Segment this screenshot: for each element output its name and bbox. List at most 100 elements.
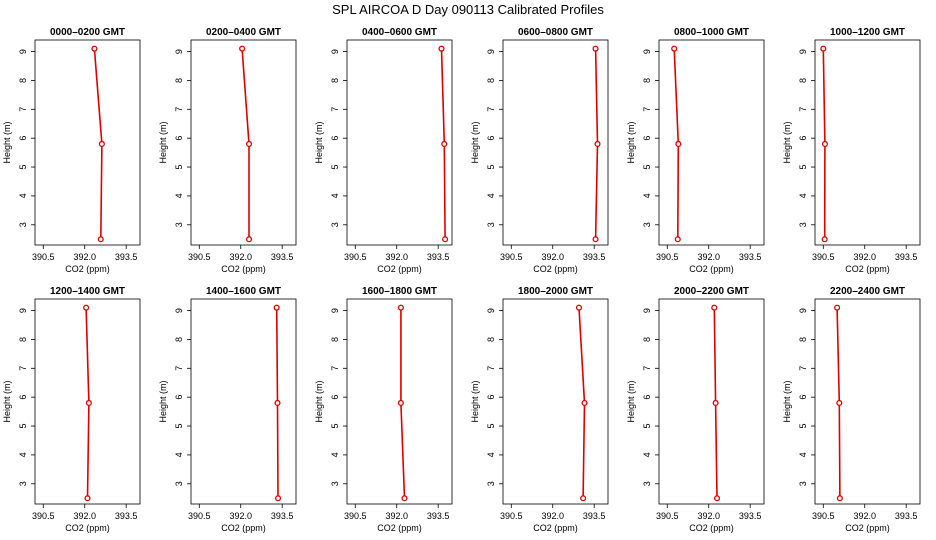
plot-frame <box>346 39 453 246</box>
y-tick-label: 5 <box>174 424 184 429</box>
y-tick-label: 7 <box>174 107 184 112</box>
y-tick-label: 7 <box>330 107 340 112</box>
y-tick-label: 7 <box>486 107 496 112</box>
y-tick-label: 6 <box>174 136 184 141</box>
data-point <box>397 304 404 311</box>
y-tick-label: 4 <box>18 452 28 457</box>
data-point <box>274 399 281 406</box>
plot-frame <box>814 39 921 246</box>
y-tick-label: 3 <box>798 481 808 486</box>
panel-11: 2000–2200 GMT 390.5 392.0 393.5 3 4 5 6 7 8 9 CO2 (… <box>626 286 765 533</box>
plot-frame <box>502 39 609 246</box>
y-tick-label: 9 <box>174 49 184 54</box>
y-tick-label: 8 <box>18 337 28 342</box>
y-tick-label: 7 <box>486 366 496 371</box>
data-point <box>580 495 587 502</box>
data-point <box>594 140 601 147</box>
y-tick-label: 8 <box>798 78 808 83</box>
plot-frame <box>346 298 453 505</box>
y-tick-label: 8 <box>18 78 28 83</box>
data-point <box>83 304 90 311</box>
y-tick-label: 6 <box>798 395 808 400</box>
y-tick-label: 4 <box>798 452 808 457</box>
y-tick-label: 5 <box>330 165 340 170</box>
panel-8: 1400–1600 GMT 390.5 392.0 393.5 3 4 5 6 7 8 9 CO2 (… <box>158 286 297 533</box>
y-axis-label: Height (m) <box>158 380 168 422</box>
x-axis-label: CO2 (ppm) <box>221 264 266 274</box>
panel-title: 2000–2200 GMT <box>674 286 749 297</box>
x-tick-label: 393.5 <box>895 511 918 521</box>
y-tick-label: 3 <box>330 222 340 227</box>
y-axis-label: Height (m) <box>470 121 480 163</box>
x-tick-label: 390.5 <box>656 252 679 262</box>
x-tick-label: 390.5 <box>500 252 523 262</box>
panel-12: 2200–2400 GMT 390.5 392.0 393.5 3 4 5 6 7 8 9 CO2 (… <box>782 286 921 533</box>
x-tick-label: 393.5 <box>739 511 762 521</box>
x-tick-label: 390.5 <box>812 511 835 521</box>
panel-title: 1600–1800 GMT <box>362 286 437 297</box>
data-point <box>581 399 588 406</box>
y-tick-label: 5 <box>798 165 808 170</box>
y-tick-label: 5 <box>174 165 184 170</box>
y-tick-label: 5 <box>18 424 28 429</box>
panel-title: 1400–1600 GMT <box>206 286 281 297</box>
x-tick-label: 392.0 <box>697 511 720 521</box>
y-tick-label: 5 <box>798 424 808 429</box>
data-point <box>401 495 408 502</box>
y-tick-label: 6 <box>486 395 496 400</box>
y-tick-label: 6 <box>18 395 28 400</box>
y-tick-label: 4 <box>18 193 28 198</box>
x-tick-label: 393.5 <box>271 511 294 521</box>
y-tick-label: 5 <box>330 424 340 429</box>
y-axis-label: Height (m) <box>314 121 324 163</box>
data-point <box>675 140 682 147</box>
y-tick-label: 9 <box>642 49 652 54</box>
y-tick-label: 9 <box>18 308 28 313</box>
y-tick-label: 3 <box>642 222 652 227</box>
y-tick-label: 4 <box>174 193 184 198</box>
panel-4: 0600–0800 GMT 390.5 392.0 393.5 3 4 5 6 7 8 9 CO2 (… <box>470 27 609 274</box>
panel-title: 0200–0400 GMT <box>206 27 281 38</box>
x-tick-label: 392.0 <box>229 252 252 262</box>
y-axis-label: Height (m) <box>2 121 12 163</box>
data-point <box>85 399 92 406</box>
data-point <box>674 236 681 243</box>
x-axis-label: CO2 (ppm) <box>689 523 734 533</box>
y-tick-label: 9 <box>798 49 808 54</box>
y-tick-label: 5 <box>642 424 652 429</box>
data-point <box>245 236 253 243</box>
y-tick-label: 3 <box>642 481 652 486</box>
y-tick-label: 6 <box>486 136 496 141</box>
y-axis-label: Height (m) <box>626 380 636 422</box>
y-tick-label: 3 <box>330 481 340 486</box>
x-tick-label: 390.5 <box>344 252 367 262</box>
data-point <box>84 495 91 502</box>
plot-frame <box>34 298 141 505</box>
data-point <box>836 495 843 502</box>
x-tick-label: 393.5 <box>427 252 450 262</box>
y-tick-label: 5 <box>18 165 28 170</box>
data-point <box>836 399 843 406</box>
panel-7: 1200–1400 GMT 390.5 392.0 393.5 3 4 5 6 7 8 9 CO2 (… <box>2 286 141 533</box>
y-tick-label: 4 <box>642 452 652 457</box>
x-tick-label: 390.5 <box>500 511 523 521</box>
figure-title: SPL AIRCOA D Day 090113 Calibrated Profi… <box>332 2 604 17</box>
plot-frame <box>190 39 297 246</box>
y-tick-label: 8 <box>174 337 184 342</box>
panel-2: 0200–0400 GMT 390.5 392.0 393.5 3 4 5 6 7 8 9 CO2 (… <box>158 27 297 274</box>
y-tick-label: 4 <box>330 452 340 457</box>
panel-title: 0000–0200 GMT <box>50 27 125 38</box>
panel-3: 0400–0600 GMT 390.5 392.0 393.5 3 4 5 6 7 8 9 CO2 (… <box>314 27 453 274</box>
panel-5: 0800–1000 GMT 390.5 392.0 393.5 3 4 5 6 7 8 9 CO2 (… <box>626 27 765 274</box>
plot-frame <box>190 298 297 505</box>
y-tick-label: 9 <box>798 308 808 313</box>
y-tick-label: 4 <box>330 193 340 198</box>
x-tick-label: 392.0 <box>853 252 876 262</box>
y-tick-label: 9 <box>642 308 652 313</box>
data-point <box>97 236 104 243</box>
y-tick-label: 8 <box>486 337 496 342</box>
data-point <box>713 495 721 502</box>
y-axis-label: Height (m) <box>626 121 636 163</box>
y-tick-label: 7 <box>798 366 808 371</box>
